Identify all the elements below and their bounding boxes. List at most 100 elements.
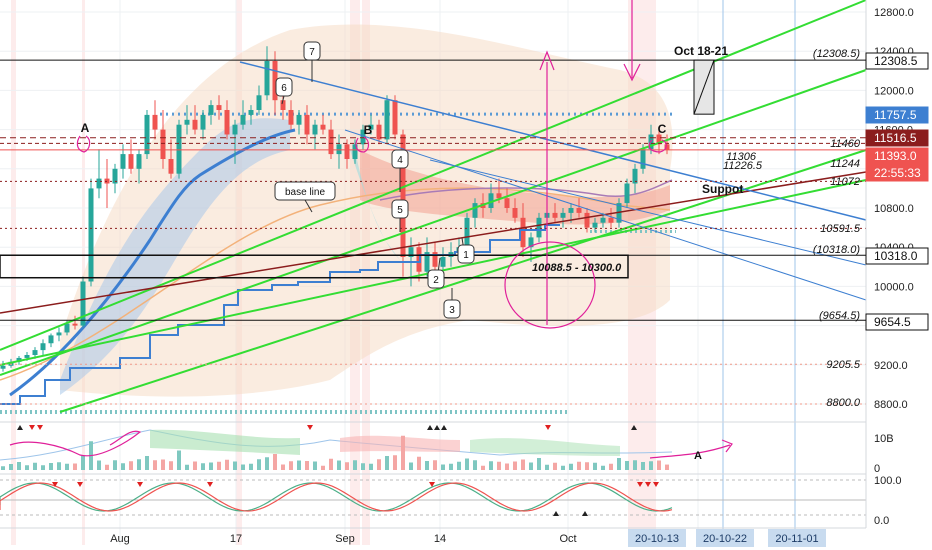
volume-tick-label: 10B [874, 433, 894, 445]
candle-body [576, 208, 582, 213]
volume-bar [1, 466, 5, 470]
candle [48, 333, 54, 348]
candle [232, 119, 238, 164]
highlight-scribble [648, 139, 667, 153]
volume-bar [385, 456, 389, 470]
candle [256, 85, 262, 115]
price-tick-label: 10000.0 [874, 281, 914, 293]
candle-body [360, 129, 366, 145]
volume-bar [17, 462, 21, 470]
time-tick-label: Sep [335, 533, 355, 545]
callout-label: 4 [397, 155, 403, 166]
candle-body [224, 110, 230, 135]
level-label: (10318.0) [813, 244, 860, 256]
candle [608, 208, 614, 228]
highlight-band [82, 0, 85, 545]
time-tick-label: Aug [110, 533, 130, 545]
level-label: (12308.5) [813, 48, 860, 60]
candle-body [96, 178, 102, 189]
volume-bar [33, 462, 37, 470]
volume-bar [529, 462, 533, 470]
candle-body [656, 134, 662, 145]
price-badge-bg [865, 164, 929, 182]
candle [368, 114, 374, 135]
volume-bar [401, 435, 405, 470]
candle [312, 119, 318, 150]
candle-body [496, 193, 502, 199]
volume-bar [537, 458, 541, 470]
volume-bar [465, 458, 469, 470]
volume-bar [353, 460, 357, 470]
candle [512, 198, 518, 223]
candle-body [16, 357, 22, 362]
price-badge-bg [865, 129, 929, 147]
volume-bar [241, 464, 245, 470]
callout-label: 5 [397, 205, 403, 216]
volume-cloud [150, 429, 300, 455]
candle-body [280, 100, 286, 110]
candle-body [472, 203, 478, 218]
volume-bar [585, 462, 589, 470]
candle-body [520, 217, 526, 248]
date-badge-label: 20-11-01 [775, 533, 818, 545]
signal-marker [137, 482, 143, 487]
volume-bar [281, 464, 285, 470]
volume-bar [513, 461, 517, 470]
candle [624, 178, 630, 208]
osc-tick-label: 100.0 [874, 475, 902, 487]
stoch-k [0, 482, 673, 512]
volume-bar [457, 461, 461, 470]
candle-body [200, 114, 206, 130]
candle-body [312, 124, 318, 135]
volume-bar [289, 461, 293, 470]
price-badge: 9654.5 [865, 313, 929, 331]
candle-body [120, 154, 126, 169]
candle-body [136, 154, 142, 169]
level-label: 11226.5 [723, 160, 763, 172]
candle-body [592, 222, 598, 228]
signal-marker [553, 511, 559, 516]
candle [40, 339, 46, 355]
candle-body [88, 188, 94, 282]
candle-body [32, 350, 38, 355]
candle [320, 114, 326, 135]
volume-bar [593, 462, 597, 470]
volume-bar [153, 460, 157, 470]
point-label-b: B [364, 123, 373, 137]
price-badge-label: 22:55:33 [874, 166, 921, 180]
price-tick-label: 8800.0 [874, 399, 908, 411]
candle [224, 100, 230, 140]
candle-body [608, 217, 614, 223]
volume-bar [337, 460, 341, 470]
candle [384, 95, 390, 145]
candle-body [408, 247, 414, 257]
candle [192, 105, 198, 135]
price-badge-bg [865, 247, 929, 265]
candle-body [320, 124, 326, 130]
candle-body [176, 124, 182, 174]
volume-bar [49, 463, 53, 470]
price-badge-bg [865, 52, 929, 70]
signal-marker [653, 482, 659, 487]
volume-bar [489, 461, 493, 470]
volume-bar [409, 462, 413, 470]
wave-label-6: 6 [275, 77, 293, 105]
callout-label: 6 [281, 83, 287, 94]
volume-bar [265, 457, 269, 470]
callout-label: 3 [449, 305, 455, 316]
callout-label: 1 [463, 250, 469, 261]
candle-body [624, 183, 630, 204]
target-box-diagonal [693, 59, 715, 115]
candle-body [560, 212, 566, 218]
volume-bar [233, 461, 237, 470]
signal-marker [307, 425, 313, 430]
level-label: 11460 [830, 138, 861, 150]
signal-marker [441, 425, 447, 430]
support-label: Suppot [702, 182, 743, 196]
candle-body [72, 323, 78, 326]
volume-annotation [9, 430, 142, 457]
moving-average [9, 128, 296, 397]
candle [552, 203, 558, 223]
signal-marker [77, 482, 83, 487]
